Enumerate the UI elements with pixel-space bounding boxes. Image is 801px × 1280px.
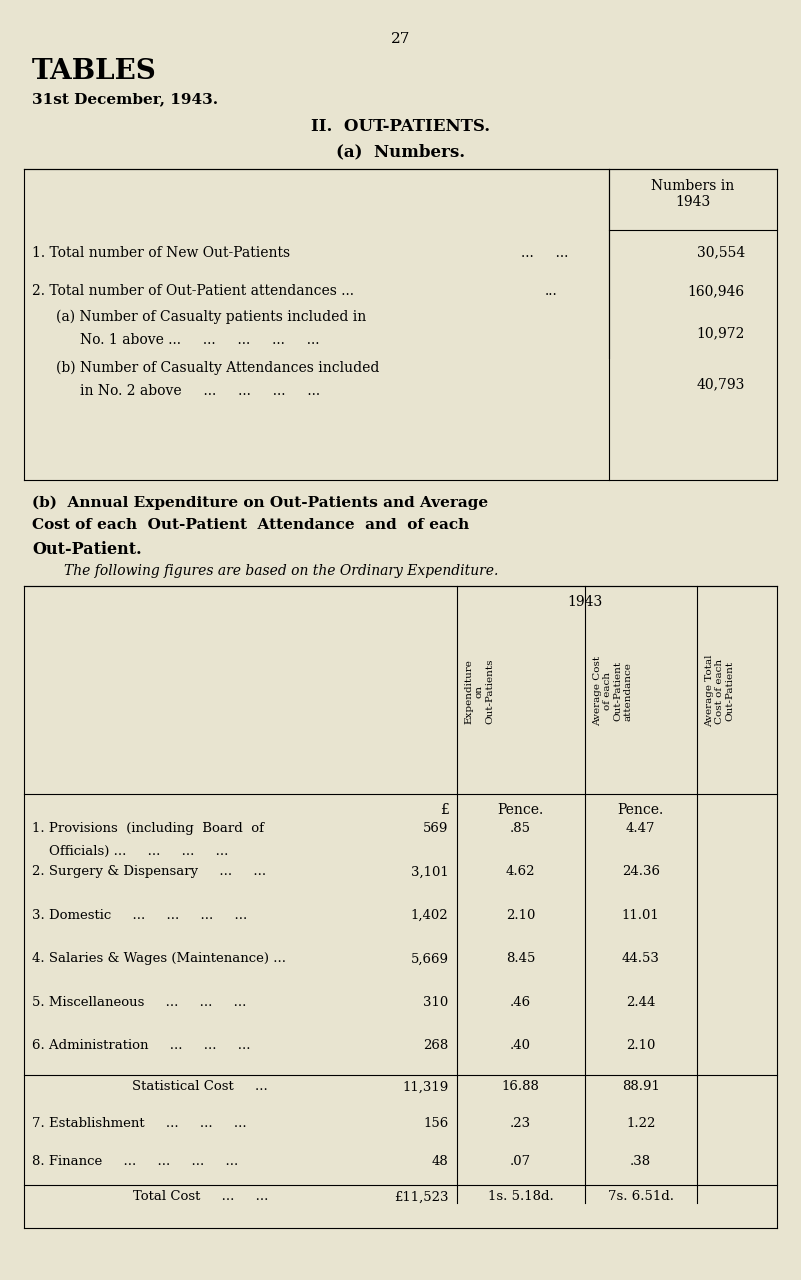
Text: Officials) ...     ...     ...     ...: Officials) ... ... ... ... [32,845,228,858]
Text: 10,972: 10,972 [697,326,745,340]
Text: 1,402: 1,402 [411,909,449,922]
Text: 4.47: 4.47 [626,822,655,835]
Text: 4.62: 4.62 [506,865,535,878]
Text: 1943: 1943 [567,595,602,609]
Text: Total Cost     ...     ...: Total Cost ... ... [132,1190,268,1203]
Text: 3,101: 3,101 [411,865,449,878]
Text: Average Cost
of each
Out-Patient
attendance: Average Cost of each Out-Patient attenda… [593,657,633,726]
Text: 11,319: 11,319 [402,1080,449,1093]
Text: in No. 2 above     ...     ...     ...     ...: in No. 2 above ... ... ... ... [80,384,320,398]
Text: .46: .46 [510,996,531,1009]
Text: 31st December, 1943.: 31st December, 1943. [32,92,218,106]
Text: 8. Finance     ...     ...     ...     ...: 8. Finance ... ... ... ... [32,1155,238,1167]
Text: 2. Surgery & Dispensary     ...     ...: 2. Surgery & Dispensary ... ... [32,865,266,878]
Text: 7. Establishment     ...     ...     ...: 7. Establishment ... ... ... [32,1117,247,1130]
Text: ...: ... [545,284,557,298]
Text: 1s. 5.18d.: 1s. 5.18d. [488,1190,553,1203]
Text: .23: .23 [510,1117,531,1130]
Text: £11,523: £11,523 [394,1190,449,1203]
Text: No. 1 above ...     ...     ...     ...     ...: No. 1 above ... ... ... ... ... [80,333,320,347]
Text: 2. Total number of Out-Patient attendances ...: 2. Total number of Out-Patient attendanc… [32,284,354,298]
Text: (a)  Numbers.: (a) Numbers. [336,143,465,160]
Text: (b)  Annual Expenditure on Out-Patients and Average: (b) Annual Expenditure on Out-Patients a… [32,495,488,509]
Text: Cost of each  Out-Patient  Attendance  and  of each: Cost of each Out-Patient Attendance and … [32,518,469,532]
Text: 268: 268 [423,1039,449,1052]
Text: 30,554: 30,554 [697,246,745,260]
Text: .40: .40 [510,1039,531,1052]
Text: II.  OUT-PATIENTS.: II. OUT-PATIENTS. [311,118,490,134]
Text: Average Total
Cost of each
Out-Patient: Average Total Cost of each Out-Patient [705,655,735,727]
Text: Pence.: Pence. [618,803,664,817]
Text: Out-Patient.: Out-Patient. [32,541,142,558]
Text: (a) Number of Casualty patients included in: (a) Number of Casualty patients included… [56,310,366,324]
Text: 160,946: 160,946 [688,284,745,298]
Text: 8.45: 8.45 [506,952,535,965]
Text: £: £ [440,803,449,817]
Text: 11.01: 11.01 [622,909,660,922]
Text: 48: 48 [432,1155,449,1167]
Text: The following figures are based on the Ordinary Expenditure.: The following figures are based on the O… [64,564,498,579]
Text: 27: 27 [391,32,410,46]
Text: 5. Miscellaneous     ...     ...     ...: 5. Miscellaneous ... ... ... [32,996,247,1009]
Text: 1.22: 1.22 [626,1117,655,1130]
Text: .07: .07 [510,1155,531,1167]
Text: TABLES: TABLES [32,58,157,84]
Text: 6. Administration     ...     ...     ...: 6. Administration ... ... ... [32,1039,251,1052]
Text: 2.44: 2.44 [626,996,655,1009]
Text: 2.10: 2.10 [626,1039,655,1052]
Text: 4. Salaries & Wages (Maintenance) ...: 4. Salaries & Wages (Maintenance) ... [32,952,286,965]
Text: .85: .85 [510,822,531,835]
Text: 5,669: 5,669 [411,952,449,965]
Text: 16.88: 16.88 [501,1080,540,1093]
Text: Expenditure
on
Out-Patients: Expenditure on Out-Patients [465,658,494,724]
Text: 24.36: 24.36 [622,865,660,878]
Text: 40,793: 40,793 [697,378,745,392]
Text: 1. Provisions  (including  Board  of: 1. Provisions (including Board of [32,822,264,835]
Text: 3. Domestic     ...     ...     ...     ...: 3. Domestic ... ... ... ... [32,909,248,922]
Text: 310: 310 [423,996,449,1009]
Text: ...     ...: ... ... [521,246,568,260]
Text: 7s. 6.51d.: 7s. 6.51d. [608,1190,674,1203]
Text: Statistical Cost     ...: Statistical Cost ... [132,1080,268,1093]
Text: (b) Number of Casualty Attendances included: (b) Number of Casualty Attendances inclu… [56,361,380,375]
Text: Pence.: Pence. [497,803,544,817]
Text: 88.91: 88.91 [622,1080,660,1093]
Text: 1. Total number of New Out-Patients: 1. Total number of New Out-Patients [32,246,290,260]
Text: 156: 156 [423,1117,449,1130]
Text: 2.10: 2.10 [506,909,535,922]
Text: Numbers in
1943: Numbers in 1943 [651,179,735,210]
Text: .38: .38 [630,1155,651,1167]
Text: 44.53: 44.53 [622,952,660,965]
Text: 569: 569 [423,822,449,835]
